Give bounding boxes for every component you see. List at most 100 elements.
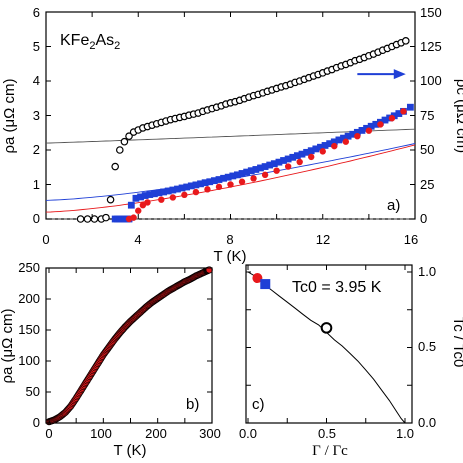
panel-a-left-tick-label: 0	[33, 211, 40, 226]
panel-a-ticks	[45, 11, 416, 220]
data-point-circle	[227, 181, 234, 188]
theory-curve-line	[247, 271, 406, 424]
data-point-square	[372, 120, 380, 128]
panel-a-right-tick-label: 75	[420, 108, 434, 123]
data-point-square	[243, 168, 251, 176]
data-point-square	[406, 103, 414, 111]
panel-a-left-tick-labels: 0 1 2 3 4 5 6	[33, 5, 40, 226]
data-point-open-circle	[106, 195, 115, 204]
panel-c-data-points	[252, 273, 333, 334]
data-point-square	[390, 112, 398, 120]
data-point-square	[261, 163, 269, 170]
panel-c-x-axis-label: Γ / Γc	[312, 443, 348, 459]
panel-b-y-tick-labels: 0 50 100 150 200 250	[18, 260, 40, 430]
data-point-square	[215, 176, 223, 183]
data-point-open-circle	[102, 213, 110, 222]
data-point-square	[353, 128, 361, 136]
data-point-square	[363, 124, 370, 132]
data-point-square	[224, 173, 232, 181]
data-point-square	[155, 189, 163, 197]
data-point-square	[169, 186, 177, 194]
data-point-circle	[261, 171, 269, 179]
panel-a-left-tick-label: 4	[33, 73, 40, 88]
panel-b-ticks	[46, 267, 213, 424]
panel-c: 0.0 0.5 1.0 0.0 0.5 1.0 Γ / Γc Tc / Tc0 …	[239, 264, 463, 459]
panel-b-y-tick-label: 0	[33, 415, 40, 430]
data-point-open-circle	[401, 37, 410, 45]
data-point-open-circle	[111, 162, 119, 171]
panel-a-right-tick-labels: 0 25 50 75 100 125 150	[420, 5, 442, 226]
data-point-square	[270, 160, 278, 168]
panel-c-y-tick-labels: 0.0 0.5 1.0	[418, 264, 436, 430]
sample-label: KFe2As2	[60, 32, 120, 52]
panel-a-data-points	[76, 37, 414, 223]
panel-a-fit-curves	[45, 128, 416, 213]
arrow-head	[393, 69, 406, 80]
panel-a-right-axis-label: ρc (μΩ cm)	[453, 79, 463, 153]
data-point-square	[127, 201, 135, 209]
data-point-square	[321, 142, 329, 149]
panel-a-x-axis-label: T (K)	[213, 248, 246, 265]
panel-a-left-axis-label: ρa (μΩ cm)	[1, 78, 18, 153]
data-point-circle	[388, 115, 396, 122]
panel-a-left-tick-label: 1	[33, 177, 40, 192]
panel-a-x-tick-label: 4	[134, 232, 141, 247]
data-point-square	[381, 116, 389, 124]
panel-b-x-tick-label: 0	[45, 426, 52, 441]
data-point-square	[206, 178, 214, 186]
data-point-square	[137, 193, 144, 201]
data-point-square	[174, 185, 181, 193]
data-point-open-circle	[116, 146, 124, 154]
data-point-circle	[377, 121, 384, 128]
data-point-square	[344, 132, 352, 140]
panel-b-y-tick-label: 150	[18, 322, 40, 337]
data-point-square	[201, 179, 209, 187]
panel-c-x-tick-label: 0.5	[318, 426, 336, 441]
panel-b-y-tick-label: 100	[18, 353, 40, 368]
fit-curve	[45, 143, 416, 201]
panel-a: 0 4 8 12 16 0 1 2 3 4 5 6 0 25 50 75 100…	[1, 5, 463, 265]
data-point-square	[210, 177, 218, 185]
panel-a-right-tick-label: 25	[420, 177, 434, 192]
data-point-square	[266, 161, 274, 169]
panel-b-x-tick-labels: 0 100 200 300	[45, 426, 220, 441]
panel-b-data-points	[45, 266, 213, 426]
panel-c-x-tick-label: 0.0	[239, 426, 257, 441]
panel-c-y-tick-label: 0.0	[418, 415, 436, 430]
data-point-square	[395, 110, 403, 117]
panel-a-x-tick-label: 12	[316, 232, 330, 247]
data-point-square	[293, 152, 301, 160]
panel-b-y-tick-label: 250	[18, 260, 40, 275]
data-point-square	[164, 187, 172, 195]
panel-a-left-tick-label: 2	[33, 142, 40, 157]
panel-c-x-tick-labels: 0.0 0.5 1.0	[239, 426, 414, 441]
panel-c-x-tick-label: 1.0	[396, 426, 414, 441]
data-point-square	[260, 279, 271, 290]
data-point-square	[197, 180, 204, 188]
panel-c-frame	[245, 264, 413, 424]
data-point-square	[335, 136, 343, 144]
data-point-square	[160, 188, 168, 196]
data-point-circle	[169, 194, 177, 201]
data-point-square	[275, 158, 283, 166]
data-point-open-circle	[76, 215, 85, 223]
data-point-open-circle	[320, 322, 333, 334]
data-point-square	[187, 182, 195, 190]
data-point-square	[192, 181, 200, 189]
panel-b-x-axis-label: T (K)	[113, 442, 146, 459]
data-point-square	[307, 147, 315, 155]
data-point-circle	[250, 175, 257, 182]
panel-b-frame	[45, 267, 213, 424]
panel-a-right-tick-label: 100	[420, 73, 442, 88]
data-point-circle	[273, 167, 280, 174]
panel-c-label: c)	[252, 396, 265, 413]
data-point-circle	[130, 214, 137, 221]
data-point-square	[330, 138, 338, 146]
data-point-square	[178, 184, 186, 192]
data-point-square	[234, 171, 241, 179]
panel-a-x-tick-labels: 0 4 8 12 16	[42, 232, 418, 247]
panel-a-x-tick-label: 16	[404, 232, 418, 247]
data-point-circle	[144, 199, 151, 206]
data-point-square	[303, 148, 311, 156]
